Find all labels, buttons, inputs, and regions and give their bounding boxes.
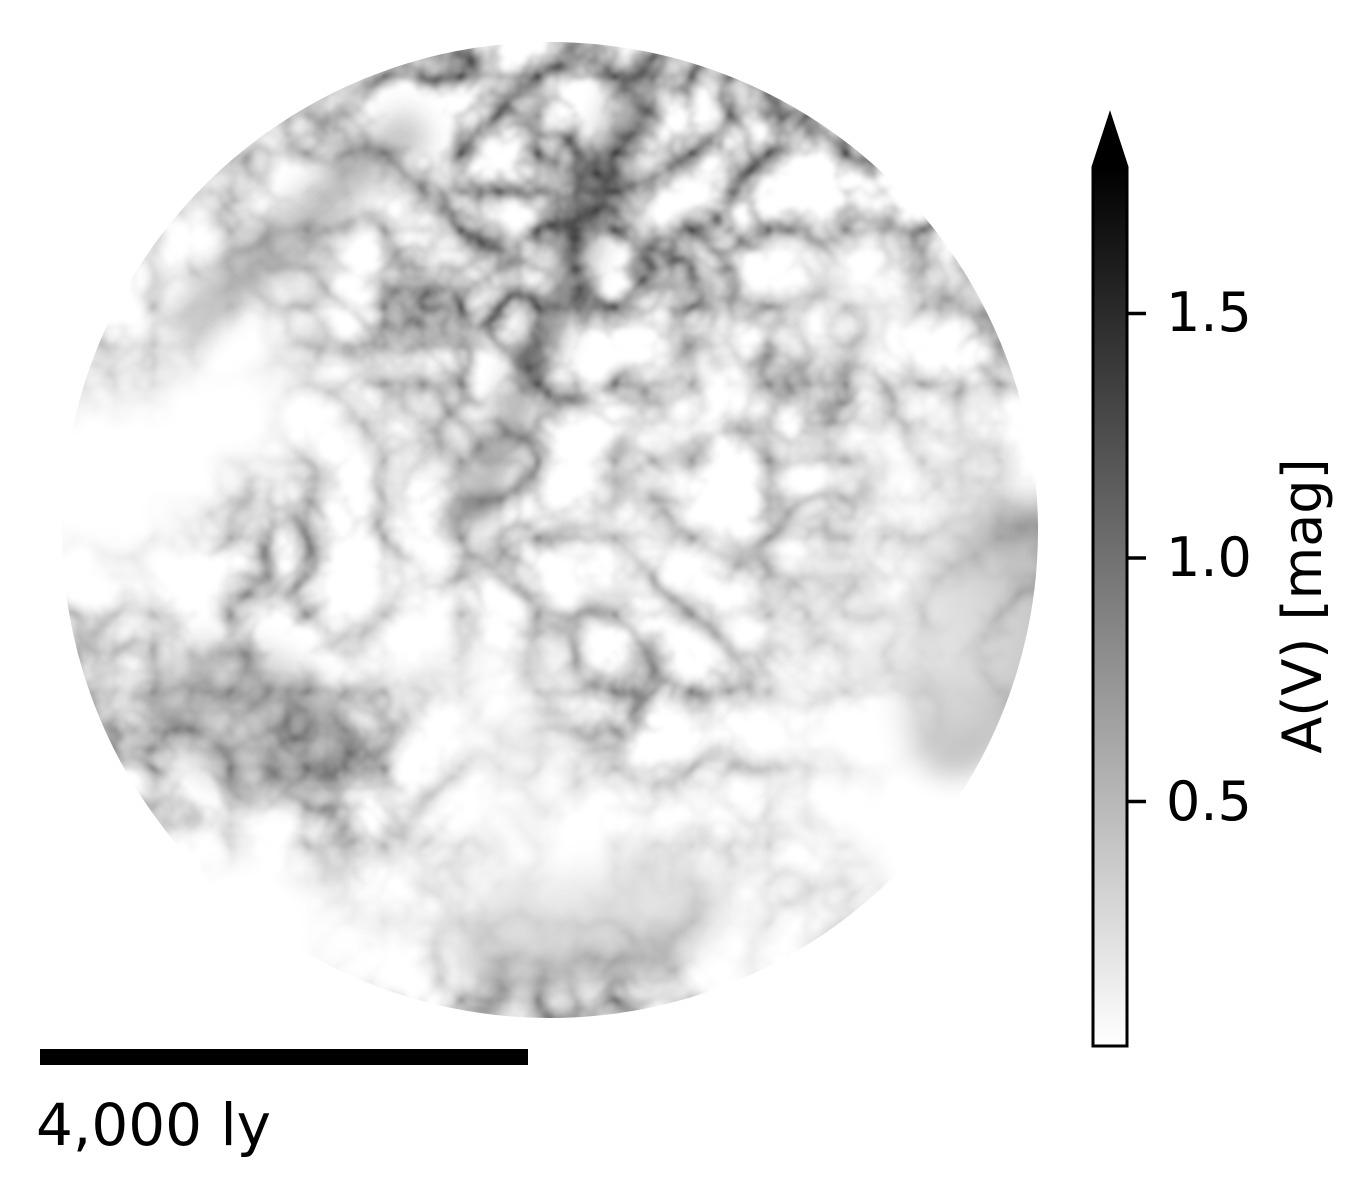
low-extinction-void [710,195,1000,395]
colorbar-tick-label: 1.0 [1166,526,1252,589]
low-extinction-void [62,405,250,635]
colorbar-bar-with-arrow [1091,110,1129,1048]
low-extinction-void [680,485,1038,785]
colorbar-tick-label: 0.5 [1166,770,1252,833]
dark-cloud-clump [146,641,354,799]
scale-bar-label: 4,000 ly [36,1091,271,1159]
low-extinction-void [185,870,485,1018]
extinction-disk [62,42,1038,1018]
colorbar-axis-label: A(V) [mag] [1271,458,1334,754]
dark-filament-lane [166,107,433,346]
scale-bar [40,1049,528,1065]
colorbar [1091,110,1146,1048]
dark-filament-lane [454,66,653,534]
colorbar-tick-label: 1.5 [1166,281,1252,344]
